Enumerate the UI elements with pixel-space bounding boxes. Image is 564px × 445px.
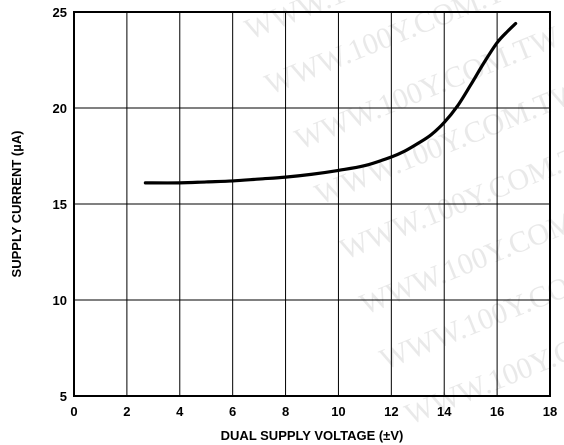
- x-tick-label: 14: [437, 404, 452, 419]
- x-tick-label: 2: [123, 404, 130, 419]
- x-axis-title: DUAL SUPPLY VOLTAGE (±V): [221, 428, 404, 443]
- x-tick-label: 16: [490, 404, 504, 419]
- y-tick-label: 25: [53, 5, 67, 20]
- plot-frame: [73, 11, 551, 397]
- x-tick-label: 12: [384, 404, 398, 419]
- y-tick-label: 10: [53, 293, 67, 308]
- y-tick-labels: 5 10 15 20 25: [53, 5, 67, 404]
- x-tick-label: 8: [282, 404, 289, 419]
- grid-layer: [74, 12, 550, 396]
- x-tick-label: 4: [176, 404, 184, 419]
- x-tick-labels: 0 2 4 6 8 10 12 14 16 18: [70, 404, 557, 419]
- x-tick-label: 18: [543, 404, 557, 419]
- supply-current-curve: [143, 21, 518, 185]
- y-tick-label: 5: [60, 389, 67, 404]
- y-axis-title: SUPPLY CURRENT (µA): [9, 131, 24, 278]
- x-tick-label: 10: [331, 404, 345, 419]
- watermark-layer: WWW.100Y.COM.TWWWW.100Y.COM.TWWWW.100Y.C…: [240, 0, 564, 431]
- x-tick-label: 6: [229, 404, 236, 419]
- y-tick-label: 20: [53, 101, 67, 116]
- x-tick-label: 0: [70, 404, 77, 419]
- y-tick-label: 15: [53, 197, 67, 212]
